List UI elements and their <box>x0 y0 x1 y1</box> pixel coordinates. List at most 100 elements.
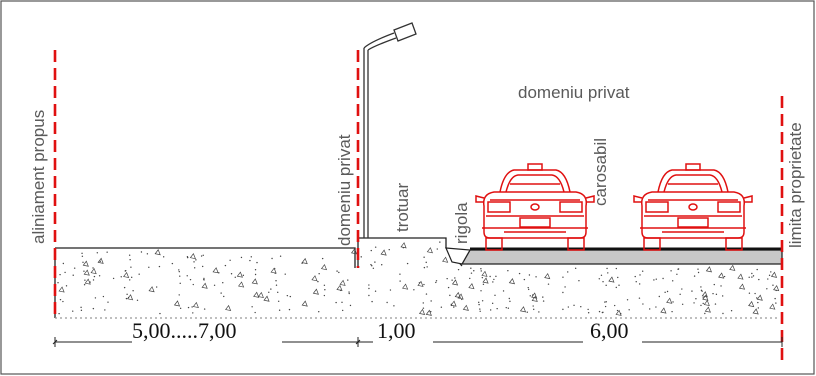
hatch-mark <box>98 275 101 277</box>
hatch-mark <box>542 300 545 302</box>
label-domeniu-privat-left: domeniu privat <box>335 134 354 246</box>
hatch-mark <box>712 292 714 295</box>
hatch-mark <box>704 306 711 313</box>
hatch-mark <box>702 302 704 305</box>
hatch-mark <box>401 283 409 290</box>
hatch-mark <box>318 273 320 275</box>
hatch-mark <box>423 283 425 286</box>
hatch-mark <box>301 300 308 307</box>
hatch-mark <box>140 251 143 253</box>
hatch-mark <box>323 294 326 297</box>
hatch-mark <box>638 297 641 299</box>
hatch-mark <box>770 271 778 278</box>
hatch-mark <box>450 304 453 307</box>
hatch-mark <box>479 308 481 310</box>
hatch-mark <box>567 306 570 308</box>
hatch-mark <box>301 257 308 265</box>
hatch-mark <box>249 259 251 262</box>
hatch-mark <box>129 258 131 261</box>
label-trotuar: trotuar <box>393 183 412 232</box>
hatch-mark <box>58 286 65 293</box>
hatch-mark <box>148 286 155 293</box>
hatch-mark <box>195 259 197 261</box>
hatch-mark <box>223 295 225 298</box>
hatch-mark <box>275 280 277 282</box>
hatch-mark <box>608 276 615 283</box>
hatch-mark <box>107 301 109 303</box>
hatch-mark <box>655 306 657 308</box>
hatch-mark <box>697 271 700 274</box>
hatch-mark <box>494 294 496 297</box>
hatch-mark <box>124 270 126 272</box>
hatch-mark <box>495 275 497 278</box>
hatch-mark <box>454 277 456 279</box>
car-outline-part <box>527 163 543 171</box>
hatch-mark <box>138 273 140 275</box>
hatch-mark <box>368 287 370 290</box>
hatch-mark <box>192 283 194 286</box>
hatch-mark <box>120 276 122 278</box>
hatch-mark <box>681 303 684 305</box>
hatch-mark <box>81 255 84 258</box>
hatch-mark <box>767 278 769 280</box>
hatch-mark <box>58 312 60 315</box>
hatch-mark <box>399 273 401 275</box>
hatch-mark <box>493 278 495 281</box>
hatch-mark <box>372 267 375 270</box>
hatch-mark <box>462 304 469 311</box>
hatch-mark <box>370 249 372 252</box>
hatch-mark <box>676 273 678 275</box>
hatch-mark <box>422 307 425 309</box>
hatch-mark <box>729 264 736 271</box>
hatch-mark <box>544 272 551 280</box>
hatch-mark <box>73 267 76 269</box>
hatch-mark <box>574 267 577 270</box>
hatch-mark <box>748 300 755 308</box>
hatch-mark <box>212 267 219 274</box>
hatch-mark <box>480 290 482 292</box>
hatch-mark <box>748 276 750 278</box>
hatch-mark <box>754 292 756 295</box>
hatch-mark <box>695 298 697 300</box>
hatch-mark <box>751 272 753 275</box>
hatch-mark <box>677 268 679 270</box>
hatch-mark <box>275 284 278 286</box>
hatch-mark <box>186 275 188 277</box>
hatch-mark <box>658 295 660 298</box>
hatch-mark <box>773 285 780 292</box>
hatch-mark <box>681 288 683 290</box>
hatch-mark <box>349 304 352 307</box>
hatch-mark <box>598 278 601 280</box>
car-outline-part <box>485 237 503 251</box>
hatch-mark <box>162 256 165 258</box>
hatch-mark <box>225 304 232 312</box>
hatch-mark <box>229 259 231 262</box>
hatch-mark <box>154 249 161 256</box>
hatch-mark <box>702 294 709 301</box>
hatch-mark <box>430 310 432 313</box>
road-surface <box>460 249 783 265</box>
hatch-mark <box>65 285 68 287</box>
hatch-mark <box>672 301 674 303</box>
hatch-mark <box>251 278 258 285</box>
hatch-mark <box>201 282 208 289</box>
hatch-mark <box>454 291 461 299</box>
hatch-mark <box>374 246 377 248</box>
hatch-mark <box>601 311 604 314</box>
label-domeniu-privat-top: domeniu privat <box>518 83 630 102</box>
hatch-mark <box>136 299 139 301</box>
hatch-mark <box>179 275 181 277</box>
hatch-mark <box>92 279 95 281</box>
hatch-mark <box>505 306 507 309</box>
hatch-mark <box>470 272 473 274</box>
hatch-mark <box>234 276 236 279</box>
hatch-mark <box>620 313 622 315</box>
hatch-mark <box>605 301 607 303</box>
hatch-mark <box>158 265 161 268</box>
hatch-mark <box>341 301 343 304</box>
hatch-mark <box>615 286 617 289</box>
hatch-mark <box>417 280 424 287</box>
hatch-mark <box>389 289 392 291</box>
hatch-mark <box>84 278 91 285</box>
hatch-mark <box>666 290 669 293</box>
